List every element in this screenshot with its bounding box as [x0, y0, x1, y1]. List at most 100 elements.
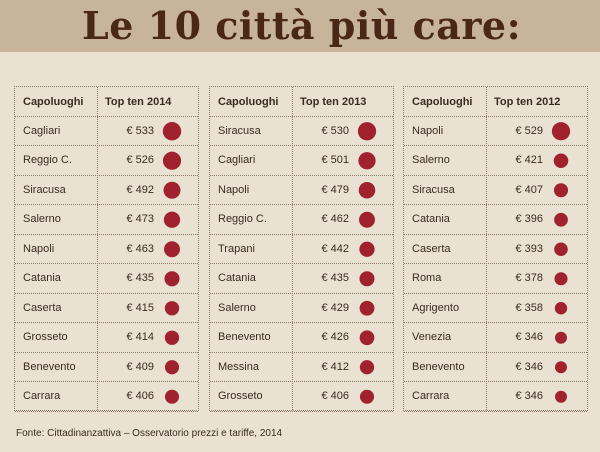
table-row: Messina € 412 [210, 353, 393, 382]
price-value: € 473 [126, 213, 154, 225]
price-value: € 429 [321, 301, 349, 314]
column-header-city: Capoluoghi [412, 96, 473, 108]
city-name: Messina [218, 360, 259, 373]
page-title: Le 10 città più care: [82, 3, 522, 48]
city-name: Benevento [218, 331, 271, 343]
city-name: Grosseto [23, 331, 68, 343]
price-value: € 442 [321, 242, 349, 255]
table-row: Benevento € 426 [210, 323, 393, 353]
price-value: € 378 [515, 272, 543, 284]
table-row: Siracusa € 530 [210, 117, 393, 146]
price-value: € 492 [126, 183, 154, 196]
table-row: Venezia € 346 [404, 323, 587, 353]
price-value: € 426 [321, 331, 349, 343]
header-bar [0, 0, 600, 52]
price-value: € 463 [126, 242, 154, 255]
city-name: Catania [412, 213, 450, 225]
city-name: Benevento [412, 360, 465, 373]
table-row: Carrara € 346 [404, 382, 587, 412]
city-name: Grosseto [218, 390, 263, 402]
city-name: Cagliari [218, 154, 256, 166]
column-header-year: Top ten 2013 [300, 96, 367, 108]
table-row: Grosseto € 406 [210, 382, 393, 412]
table-row: Cagliari € 501 [210, 146, 393, 176]
city-name: Carrara [23, 390, 61, 402]
city-name: Trapani [218, 242, 255, 255]
price-value: € 415 [126, 301, 154, 314]
price-value: € 407 [515, 183, 543, 196]
price-table-2: Capoluoghi Top ten 2013 Siracusa € 530 Cagli… [209, 86, 394, 412]
table-header-row: Capoluoghi Top ten 2012 [404, 87, 587, 117]
table-row: Cagliari € 533 [15, 117, 198, 146]
table-row: Siracusa € 407 [404, 176, 587, 205]
price-value: € 533 [126, 124, 154, 137]
city-name: Salerno [218, 301, 256, 314]
city-name: Salerno [23, 213, 61, 225]
table-row: Agrigento € 358 [404, 294, 587, 323]
city-name: Agrigento [412, 301, 460, 314]
table-row: Benevento € 346 [404, 353, 587, 382]
table-row: Napoli € 479 [210, 176, 393, 205]
price-value: € 462 [321, 213, 349, 225]
price-value: € 479 [321, 183, 349, 196]
price-value: € 530 [321, 124, 349, 137]
city-name: Cagliari [23, 124, 61, 137]
price-value: € 346 [515, 360, 543, 373]
source-note: Fonte: Cittadinanzattiva – Osservatorio … [16, 428, 283, 439]
price-value: € 414 [126, 331, 154, 343]
price-value: € 396 [515, 213, 543, 225]
table-row: Benevento € 409 [15, 353, 198, 382]
table-row: Caserta € 393 [404, 235, 587, 264]
table-row: Siracusa € 492 [15, 176, 198, 205]
price-table-3: Capoluoghi Top ten 2012 Napoli € 529 Salerno… [403, 86, 588, 412]
price-value: € 358 [515, 301, 543, 314]
table-header-row: Capoluoghi Top ten 2014 [15, 87, 198, 117]
column-header-city: Capoluoghi [23, 96, 84, 108]
city-name: Caserta [412, 242, 451, 255]
table-row: Napoli € 463 [15, 235, 198, 264]
city-name: Siracusa [412, 183, 455, 196]
price-value: € 346 [515, 331, 543, 343]
table-header-row: Capoluoghi Top ten 2013 [210, 87, 393, 117]
table-row: Carrara € 406 [15, 382, 198, 412]
price-value: € 406 [126, 390, 154, 402]
table-row: Catania € 435 [15, 264, 198, 294]
city-name: Napoli [218, 183, 250, 196]
city-name: Reggio C. [23, 154, 72, 166]
price-value: € 346 [515, 390, 543, 402]
price-value: € 526 [126, 154, 154, 166]
table-row: Caserta € 415 [15, 294, 198, 323]
city-name: Caserta [23, 301, 62, 314]
table-row: Grosseto € 414 [15, 323, 198, 353]
city-name: Siracusa [23, 183, 66, 196]
table-row: Napoli € 529 [404, 117, 587, 146]
city-name: Napoli [412, 124, 444, 137]
price-table-1: Capoluoghi Top ten 2014 Cagliari € 533 Reggi… [14, 86, 199, 412]
city-name: Napoli [23, 242, 55, 255]
price-value: € 529 [515, 124, 543, 137]
price-value: € 501 [321, 154, 349, 166]
price-value: € 406 [321, 390, 349, 402]
city-name: Salerno [412, 154, 450, 166]
column-divider [97, 87, 98, 410]
table-row: Trapani € 442 [210, 235, 393, 264]
column-divider [486, 87, 487, 410]
table-row: Salerno € 429 [210, 294, 393, 323]
price-value: € 409 [126, 360, 154, 373]
price-value: € 393 [515, 242, 543, 255]
city-name: Benevento [23, 360, 76, 373]
table-row: Reggio C. € 526 [15, 146, 198, 176]
column-header-city: Capoluoghi [218, 96, 279, 108]
city-name: Venezia [412, 331, 452, 343]
column-header-year: Top ten 2014 [105, 96, 172, 108]
city-name: Carrara [412, 390, 450, 402]
table-row: Catania € 435 [210, 264, 393, 294]
table-row: Catania € 396 [404, 205, 587, 235]
table-row: Salerno € 421 [404, 146, 587, 176]
price-value: € 435 [321, 272, 349, 284]
price-value: € 435 [126, 272, 154, 284]
table-row: Roma € 378 [404, 264, 587, 294]
price-value: € 421 [515, 154, 543, 166]
table-row: Salerno € 473 [15, 205, 198, 235]
table-row: Reggio C. € 462 [210, 205, 393, 235]
